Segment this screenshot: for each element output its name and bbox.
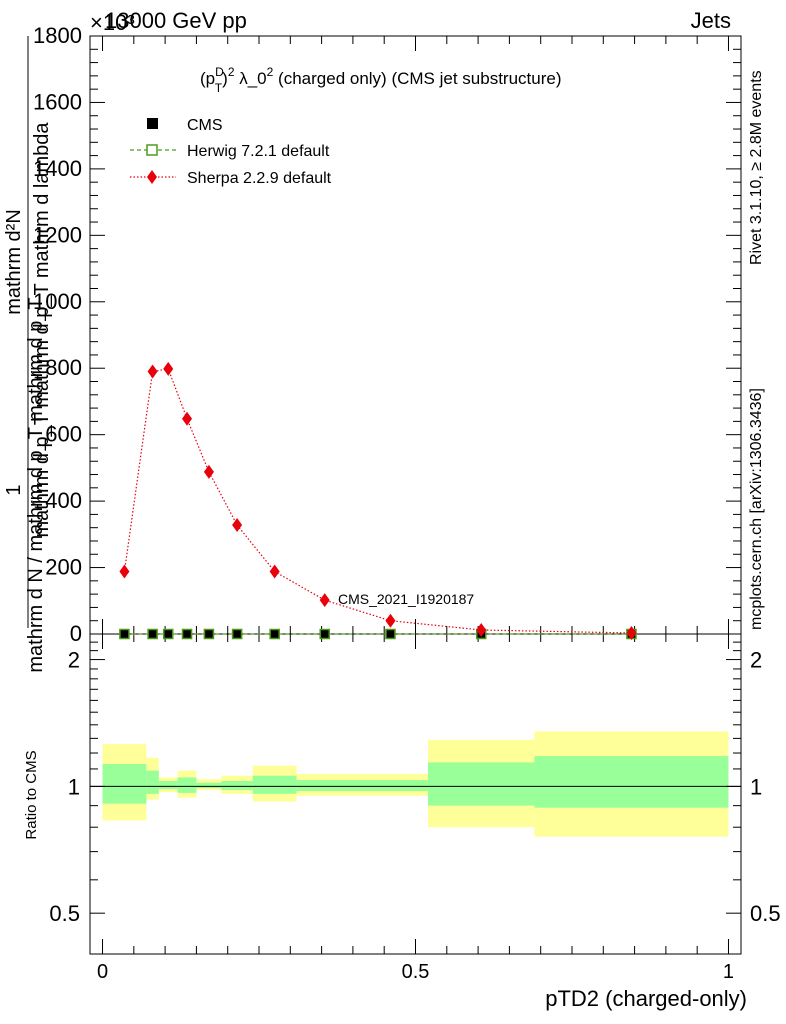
ratio-x-axis: 0 0.5 1 [97, 634, 734, 983]
herwig-point [269, 628, 280, 640]
ratio-green-band [102, 764, 147, 804]
ratio-uncertainty-bands [102, 731, 729, 837]
ylabel-numerator: mathrm d²N [3, 209, 25, 315]
legend-herwig-label: Herwig 7.2.1 default [187, 143, 330, 160]
legend-sherpa-label: Sherpa 2.2.9 default [187, 170, 332, 187]
legend: CMS Herwig 7.2.1 default Sherpa 2.2.9 de… [130, 117, 332, 187]
herwig-point [319, 628, 330, 640]
ylabel-denominator: mathrm d p_T mathrm d p_T mathrm d lambd… [31, 122, 53, 538]
sherpa-point [626, 626, 637, 641]
rivet-label: Rivet 3.1.10, ≥ 2.8M events [748, 70, 765, 265]
sherpa-point [385, 613, 396, 628]
main-y-axis: 0 200 400 600 800 1000 1200 1400 1600 1800 [33, 23, 741, 646]
title-sub-t: T [215, 81, 223, 95]
ratio-y-axis-label: Ratio to CMS [23, 750, 40, 839]
x-tick-label: 1 [723, 961, 734, 983]
ratio-y-tick-label-right: 2 [750, 648, 762, 673]
ratio-y-tick-label: 1 [68, 774, 80, 799]
ratio-y-tick-label-right: 0.5 [750, 901, 781, 926]
ratio-y-axis: 0.5 0.5 1 1 2 2 [49, 641, 781, 926]
cms-point [147, 629, 158, 639]
main-y-tick-label: 1200 [33, 222, 82, 247]
cms-point [385, 629, 396, 639]
legend-herwig-marker [146, 144, 158, 156]
exponent-label: ×10³ [90, 10, 135, 35]
x-axis-label: pTD2 (charged-only) [545, 986, 747, 1011]
title-open: (p [200, 69, 215, 88]
main-y-tick-label: 600 [45, 422, 82, 447]
herwig-point [203, 628, 215, 640]
legend-cms-label: CMS [187, 117, 223, 134]
cms-point [232, 629, 243, 639]
ratio-y-tick-label: 2 [68, 648, 80, 673]
herwig-point [147, 628, 158, 640]
sherpa-point [476, 623, 487, 638]
x-tick-label: 0 [97, 961, 108, 983]
sherpa-point [163, 361, 174, 376]
energy-label: 13000 GeV pp [105, 8, 247, 33]
ratio-green-band [196, 782, 222, 789]
main-y-tick-label: 800 [45, 355, 82, 380]
title-tail: (charged only) (CMS jet substructure) [273, 69, 561, 88]
cms-point [119, 629, 130, 639]
ratio-y-tick-label-right: 1 [750, 774, 762, 799]
main-y-tick-label: 1400 [33, 156, 82, 181]
series-layer [119, 361, 637, 641]
herwig-point [231, 628, 243, 640]
herwig-point [181, 628, 193, 640]
cms-point [203, 629, 214, 639]
cms-point [269, 629, 280, 639]
cms-point [319, 629, 330, 639]
main-y-tick-label: 1000 [33, 289, 82, 314]
sherpa-point [232, 518, 243, 533]
main-y-tick-label: 400 [45, 488, 82, 513]
sherpa-point [319, 593, 330, 608]
sherpa-point [269, 564, 280, 579]
legend-sherpa-marker [147, 170, 157, 184]
sherpa-point [203, 464, 214, 479]
herwig-point [119, 628, 130, 640]
title-sup-d: D [215, 65, 224, 79]
cms-point [182, 629, 193, 639]
ratio-green-band [221, 780, 253, 791]
ratio-green-band [146, 770, 159, 794]
ratio-y-tick-label: 0.5 [49, 901, 80, 926]
cms-point [163, 629, 174, 639]
plot-title: (pD T)2 λ_02 (charged only) (CMS jet subs… [200, 65, 561, 95]
ratio-green-band [534, 756, 729, 808]
title-sup-2b: 2 [267, 65, 274, 79]
ratio-green-band [158, 780, 178, 790]
sherpa-point [119, 564, 130, 579]
title-mid: λ_0 [235, 69, 267, 88]
main-y-axis-label: mathrm d²N mathrm d p_T mathrm d p_T mat… [3, 36, 53, 673]
main-y-tick-label: 1800 [33, 23, 82, 48]
herwig-point [385, 628, 396, 640]
title-close: ) [222, 69, 228, 88]
main-y-tick-label: 0 [70, 621, 82, 646]
sherpa-point [147, 364, 158, 379]
mcplots-label: mcplots.cern.ch [arXiv:1306.3436] [748, 388, 765, 630]
x-tick-label: 0.5 [402, 961, 430, 983]
ratio-green-band [428, 762, 535, 806]
legend-cms-marker [147, 118, 158, 129]
main-y-tick-label: 1600 [33, 89, 82, 114]
sherpa-point [182, 411, 193, 426]
title-sup-2a: 2 [228, 65, 235, 79]
ratio-green-band [177, 777, 197, 793]
ylabel-left-denominator: mathrm d N / mathrm d p_T mathrm d p_T [25, 297, 47, 672]
main-y-tick-label: 200 [45, 555, 82, 580]
analysis-watermark: CMS_2021_I1920187 [338, 591, 474, 607]
process-label: Jets [691, 8, 731, 33]
herwig-point [162, 628, 174, 640]
ratio-green-band [252, 775, 297, 794]
ylabel-one: 1 [3, 484, 25, 495]
ratio-green-band [296, 780, 429, 792]
